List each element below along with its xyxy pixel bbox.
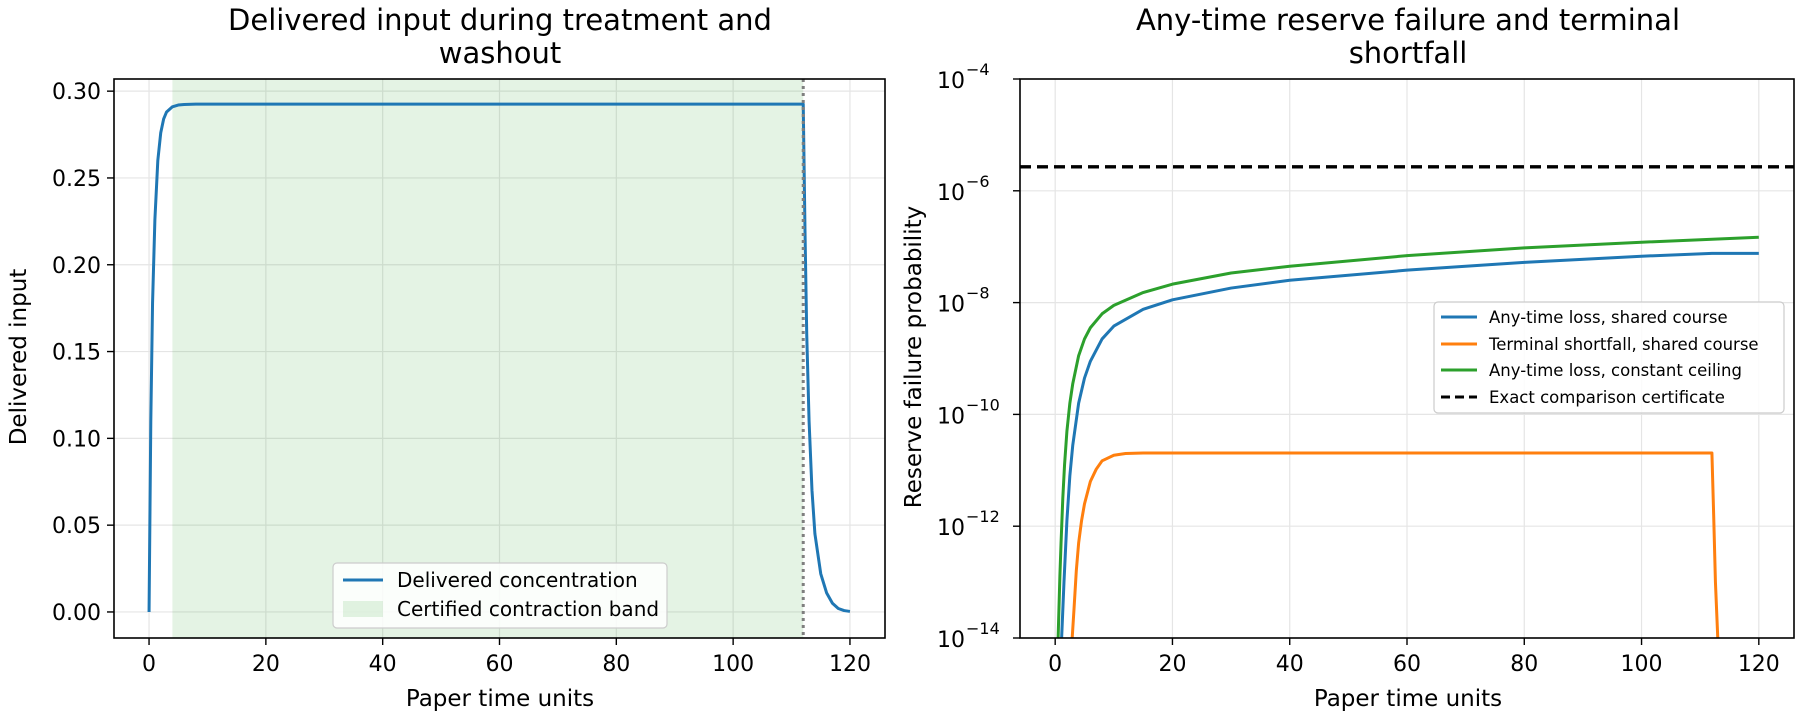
chart-left-title-line1: Delivered input during treatment and <box>228 3 772 37</box>
chart-left-band-layer <box>172 79 804 638</box>
chart-right-y-axis-label: Reserve failure probability <box>901 206 927 508</box>
chart-left-x-axis-label: Paper time units <box>406 686 594 712</box>
chart-left-y-ticks: 0.00 0.05 0.10 0.15 0.20 0.25 0.30 <box>52 80 114 626</box>
chart-right-x-tick-label: 20 <box>1158 652 1186 677</box>
chart-right-x-tick-label: 40 <box>1276 652 1304 677</box>
chart-right-legend-label-terminal-shared: Terminal shortfall, shared course <box>1488 335 1759 354</box>
chart-right-x-tick-label: 80 <box>1510 652 1538 677</box>
chart-right-y-tick-exponent: −14 <box>966 619 1000 638</box>
chart-right-legend-box <box>1433 301 1785 414</box>
chart-left-y-tick-label: 0.00 <box>52 601 101 626</box>
chart-right-y-tick-exponent: −8 <box>966 284 990 303</box>
chart-left-legend-box <box>332 562 668 629</box>
chart-right-y-tick-label: 10 −4 <box>937 60 990 94</box>
chart-right-series-line-anytime-shared <box>1060 251 1759 638</box>
chart-right-y-tick-label: 10 −14 <box>937 619 1000 653</box>
chart-left-y-axis-label: Delivered input <box>6 269 32 446</box>
chart-right-x-ticks: 0 20 40 60 80 100 120 <box>1048 638 1780 677</box>
chart-right-y-tick-base: 10 <box>937 404 965 429</box>
chart-right-y-tick-base: 10 <box>937 69 965 94</box>
chart-left-x-tick-label: 120 <box>829 652 871 677</box>
chart-right-x-tick-label: 60 <box>1393 652 1421 677</box>
chart-right-y-tick-label: 10 −12 <box>937 507 1000 541</box>
chart-right-y-tick-base: 10 <box>937 628 965 653</box>
chart-left-series-line-concentration <box>147 102 851 613</box>
chart-right-title-line1: Any-time reserve failure and terminal <box>1136 3 1680 37</box>
chart-left-x-tick-label: 80 <box>602 652 630 677</box>
chart-right-y-tick-label: 10 −8 <box>937 284 990 318</box>
chart-delivered-input: Delivered input during treatment and was… <box>6 3 886 712</box>
chart-right-series-layer <box>1056 235 1759 638</box>
chart-right-y-tick-label: 10 −10 <box>937 395 1000 429</box>
chart-right-x-tick-label: 120 <box>1738 652 1780 677</box>
chart-reserve-failure: Any-time reserve failure and terminal sh… <box>901 3 1795 712</box>
chart-right-legend-label-anytime-shared: Any-time loss, shared course <box>1489 308 1728 327</box>
chart-left-contraction-band <box>172 79 804 638</box>
chart-left-legend: Delivered concentration Certified contra… <box>332 562 668 629</box>
chart-right-legend-label-anytime-ceiling: Any-time loss, constant ceiling <box>1489 361 1742 380</box>
chart-left-y-tick-label: 0.25 <box>52 167 101 192</box>
chart-right-y-tick-exponent: −12 <box>966 507 1000 526</box>
chart-left-legend-label-band: Certified contraction band <box>397 597 659 621</box>
chart-right-y-tick-label: 10 −6 <box>937 172 990 206</box>
chart-left-x-tick-label: 60 <box>486 652 514 677</box>
chart-left-x-tick-label: 20 <box>252 652 280 677</box>
chart-right-x-axis-label: Paper time units <box>1314 686 1502 712</box>
chart-left-legend-label-concentration: Delivered concentration <box>397 568 638 592</box>
chart-right-y-tick-base: 10 <box>937 516 965 541</box>
chart-right-x-tick-label: 0 <box>1048 652 1062 677</box>
chart-left-y-tick-label: 0.05 <box>52 514 101 539</box>
chart-left-series-layer <box>147 102 851 613</box>
chart-right-legend: Any-time loss, shared course Terminal sh… <box>1433 301 1785 414</box>
chart-left-x-tick-label: 40 <box>369 652 397 677</box>
chart-right-x-tick-label: 100 <box>1621 652 1663 677</box>
chart-right-y-tick-exponent: −10 <box>966 395 1000 414</box>
chart-left-y-tick-label: 0.15 <box>52 341 101 366</box>
chart-left-y-tick-label: 0.30 <box>52 80 101 105</box>
chart-right-title-line2: shortfall <box>1349 36 1468 70</box>
chart-right-series-line-anytime-ceiling <box>1056 235 1759 638</box>
chart-right-y-tick-base: 10 <box>937 293 965 318</box>
chart-right-y-tick-exponent: −4 <box>966 60 990 79</box>
chart-right-y-tick-base: 10 <box>937 181 965 206</box>
chart-left-title-line2: washout <box>439 36 561 70</box>
chart-left-legend-swatch-band <box>343 601 383 617</box>
chart-right-legend-label-certificate: Exact comparison certificate <box>1489 388 1725 407</box>
chart-left-y-tick-label: 0.10 <box>52 427 101 452</box>
chart-right-series-line-terminal-shared <box>1070 451 1720 638</box>
chart-right-y-tick-exponent: −6 <box>966 172 990 191</box>
chart-left-x-ticks: 0 20 40 60 80 100 120 <box>142 638 871 677</box>
chart-left-x-tick-label: 100 <box>712 652 754 677</box>
chart-left-x-tick-label: 0 <box>142 652 156 677</box>
chart-left-y-tick-label: 0.20 <box>52 254 101 279</box>
